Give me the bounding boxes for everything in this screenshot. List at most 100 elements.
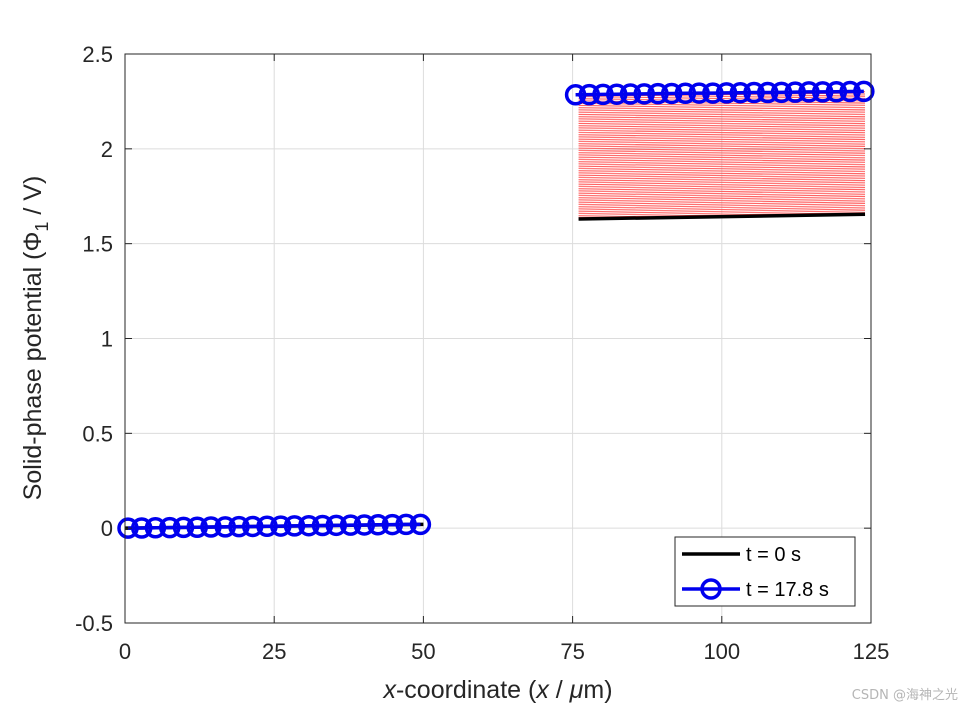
data-point-final <box>811 81 834 103</box>
data-point-final <box>564 84 587 106</box>
intermediate-curve <box>578 183 866 189</box>
data-point-final <box>117 517 139 539</box>
data-point-final <box>647 82 669 105</box>
intermediate-curve <box>578 112 866 117</box>
data-point-final <box>770 81 793 104</box>
intermediate-curve <box>578 105 866 110</box>
intermediate-curve <box>578 196 866 202</box>
intermediate-curve <box>578 106 866 112</box>
intermediate-curve <box>578 114 866 119</box>
intermediate-curve <box>578 117 866 123</box>
intermediate-curve <box>578 124 866 130</box>
data-point-final <box>228 515 250 538</box>
intermediate-curve <box>578 144 866 150</box>
data-point-final <box>270 515 292 537</box>
series-line-initial <box>578 212 866 221</box>
data-point-final <box>660 82 683 105</box>
data-point-final <box>256 515 278 538</box>
data-point-final <box>839 80 861 103</box>
intermediate-curve <box>578 126 866 132</box>
data-point-final <box>757 81 779 104</box>
data-point-final <box>853 80 875 103</box>
x-axis-ticks: 0 25 50 75 100 125 <box>119 54 889 664</box>
intermediate-curve <box>578 178 866 184</box>
intermediate-curve <box>578 131 866 137</box>
intermediate-curve <box>578 199 866 206</box>
data-point-final <box>367 514 389 536</box>
intermediate-curve <box>578 165 866 171</box>
data-point-final <box>409 513 432 536</box>
intermediate-curve <box>578 156 866 162</box>
data-point-final <box>578 83 601 106</box>
data-point-final <box>353 514 376 536</box>
intermediate-curve <box>578 203 866 209</box>
intermediate-curve <box>578 167 866 173</box>
data-point-final <box>381 513 404 536</box>
intermediate-curve <box>578 146 866 151</box>
intermediate-curve <box>578 210 866 216</box>
data-point-final <box>186 516 208 538</box>
x-tick-label: 0 <box>119 639 131 664</box>
intermediate-curve <box>578 101 866 106</box>
intermediate-curve <box>578 181 866 188</box>
legend-entry-initial: t = 0 s <box>746 544 801 566</box>
data-point-final <box>159 516 181 539</box>
data-point-final <box>674 82 697 105</box>
y-axis-label: Solid-phase potential (Φ1 / V) <box>19 176 52 501</box>
data-point-final <box>729 81 752 104</box>
data-point-final <box>825 80 848 103</box>
intermediate-curve <box>578 103 866 108</box>
intermediate-curve <box>578 133 866 139</box>
intermediate-curve <box>578 185 866 191</box>
intermediate-curve <box>578 180 866 186</box>
y-tick-label: 1 <box>101 327 113 352</box>
intermediate-curve <box>578 110 866 115</box>
intermediate-curve <box>578 115 866 121</box>
y-tick-label: 2.5 <box>82 42 113 67</box>
x-tick-label: 50 <box>411 639 435 664</box>
intermediate-curve <box>578 155 866 160</box>
series-line-final <box>127 522 421 530</box>
intermediate-curve <box>578 188 866 195</box>
intermediate-curve <box>578 160 866 166</box>
intermediate-curve <box>578 176 866 182</box>
intermediate-curve <box>578 162 866 168</box>
x-tick-label: 75 <box>560 639 584 664</box>
data-point-final <box>633 83 655 105</box>
data-point-final <box>241 515 264 538</box>
data-point-final <box>339 514 362 536</box>
intermediate-curve <box>578 206 866 213</box>
y-tick-label: 1.5 <box>82 232 113 257</box>
data-point-final <box>311 514 334 537</box>
data-point-final <box>702 82 724 104</box>
y-tick-label: 0.5 <box>82 421 113 446</box>
y-axis-ticks: -0.5 0 0.5 1 1.5 2 2.5 <box>75 42 871 636</box>
intermediate-curve <box>578 140 866 146</box>
intermediate-curve <box>578 108 866 114</box>
data-point-final <box>715 82 738 104</box>
data-point-final <box>325 514 348 537</box>
intermediate-curve <box>578 212 866 218</box>
intermediate-curve <box>578 149 866 155</box>
data-point-final <box>214 516 237 538</box>
intermediate-curve <box>578 130 866 135</box>
data-point-final <box>619 83 642 105</box>
intermediate-curve <box>578 172 866 178</box>
intermediate-curve <box>578 208 866 215</box>
intermediate-curve <box>578 139 866 144</box>
intermediate-curve <box>578 192 866 198</box>
intermediate-curve <box>578 123 866 128</box>
data-point-final <box>688 82 710 104</box>
intermediate-curve <box>578 171 866 177</box>
series-line-final <box>575 89 864 97</box>
x-tick-label: 100 <box>703 639 740 664</box>
data-point-final <box>395 513 417 536</box>
legend-entry-final: t = 17.8 s <box>746 579 829 601</box>
intermediate-curve <box>578 163 866 169</box>
legend: t = 0 s t = 17.8 s <box>674 536 856 607</box>
intermediate-curve <box>578 151 866 157</box>
intermediate-curve <box>578 174 866 180</box>
y-tick-label: -0.5 <box>75 611 113 636</box>
watermark: CSDN @海神之光 <box>851 688 958 703</box>
